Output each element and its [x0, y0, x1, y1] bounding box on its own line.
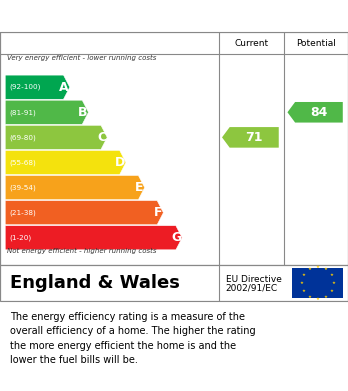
- Text: EU Directive: EU Directive: [226, 275, 282, 284]
- Polygon shape: [5, 201, 164, 225]
- Text: ★: ★: [302, 289, 306, 293]
- Text: (69-80): (69-80): [9, 134, 36, 141]
- Text: ★: ★: [308, 295, 311, 299]
- Text: (55-68): (55-68): [9, 159, 36, 166]
- Text: ★: ★: [316, 265, 319, 269]
- Text: England & Wales: England & Wales: [10, 274, 180, 292]
- Text: ★: ★: [330, 289, 333, 293]
- Text: ★: ★: [332, 281, 335, 285]
- Text: (39-54): (39-54): [9, 184, 36, 191]
- Text: ★: ★: [300, 281, 303, 285]
- Text: D: D: [115, 156, 126, 169]
- Bar: [292, 267, 343, 298]
- Polygon shape: [5, 151, 126, 174]
- Polygon shape: [5, 226, 182, 250]
- Polygon shape: [287, 102, 343, 122]
- Text: B: B: [78, 106, 88, 119]
- Text: F: F: [153, 206, 162, 219]
- Text: (92-100): (92-100): [9, 84, 41, 90]
- Text: C: C: [97, 131, 106, 144]
- Text: Very energy efficient - lower running costs: Very energy efficient - lower running co…: [7, 55, 156, 61]
- Text: (21-38): (21-38): [9, 210, 36, 216]
- Polygon shape: [5, 125, 107, 149]
- Text: ★: ★: [324, 267, 327, 271]
- Text: E: E: [135, 181, 143, 194]
- Text: (1-20): (1-20): [9, 235, 32, 241]
- Text: Energy Efficiency Rating: Energy Efficiency Rating: [10, 9, 220, 23]
- Text: Potential: Potential: [296, 39, 336, 48]
- Text: Current: Current: [234, 39, 268, 48]
- Text: 2002/91/EC: 2002/91/EC: [226, 284, 278, 293]
- Text: ★: ★: [324, 295, 327, 299]
- Text: G: G: [172, 231, 182, 244]
- Text: (81-91): (81-91): [9, 109, 36, 115]
- Polygon shape: [222, 127, 279, 148]
- Text: ★: ★: [316, 297, 319, 301]
- Polygon shape: [5, 75, 70, 99]
- Text: 84: 84: [310, 106, 327, 119]
- Text: ★: ★: [302, 273, 306, 277]
- Polygon shape: [5, 176, 145, 200]
- Text: A: A: [60, 81, 69, 94]
- Text: 71: 71: [245, 131, 263, 144]
- Text: ★: ★: [330, 273, 333, 277]
- Polygon shape: [5, 100, 88, 124]
- Text: The energy efficiency rating is a measure of the
overall efficiency of a home. T: The energy efficiency rating is a measur…: [10, 312, 256, 365]
- Text: Not energy efficient - higher running costs: Not energy efficient - higher running co…: [7, 248, 157, 254]
- Text: ★: ★: [308, 267, 311, 271]
